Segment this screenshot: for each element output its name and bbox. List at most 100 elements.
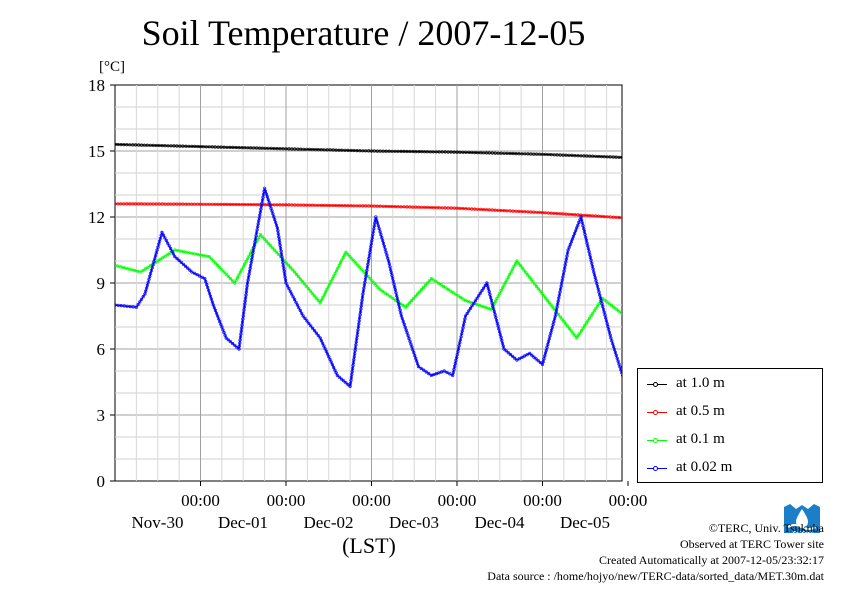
data-point: [216, 202, 220, 206]
data-point: [351, 363, 355, 368]
data-point: [150, 266, 154, 270]
data-point: [293, 203, 297, 207]
data-point: [576, 333, 580, 338]
data-point: [324, 349, 328, 354]
data-point: [270, 246, 275, 250]
data-point: [136, 303, 140, 307]
data-point: [678, 326, 681, 329]
data-point: [244, 296, 248, 300]
data-point: [321, 295, 325, 300]
data-point: [546, 152, 551, 157]
data-point: [414, 205, 418, 209]
data-point: [127, 267, 131, 271]
data-point: [571, 331, 575, 335]
data-point: [446, 288, 451, 292]
data-point: [278, 203, 282, 207]
data-point: [262, 192, 266, 196]
data-point: [461, 326, 465, 330]
data-point: [391, 276, 395, 281]
data-point: [234, 202, 238, 207]
data-point: [549, 303, 553, 307]
legend-item: at 0.02 m: [638, 459, 822, 479]
data-point: [224, 272, 228, 276]
data-point: [190, 251, 194, 255]
data-point: [377, 227, 381, 231]
data-point: [368, 277, 372, 281]
data-point: [556, 299, 560, 303]
data-point: [251, 248, 255, 253]
data-point: [675, 353, 678, 356]
data-point: [589, 258, 593, 263]
data-point: [155, 248, 159, 252]
data-point: [401, 320, 405, 324]
data-point: [305, 203, 309, 207]
data-point: [684, 305, 687, 308]
data-point: [130, 268, 134, 272]
data-point: [545, 345, 549, 349]
data-point: [395, 297, 400, 301]
data-point: [358, 204, 362, 208]
data-point: [401, 303, 405, 308]
data-point: [617, 362, 621, 366]
data-point: [271, 212, 275, 216]
data-point: [149, 271, 153, 276]
data-point: [705, 321, 708, 324]
data-point: [454, 358, 458, 363]
data-point: [211, 259, 215, 263]
data-point: [322, 293, 326, 297]
data-point: [231, 145, 235, 149]
data-point: [264, 239, 269, 243]
data-point: [476, 151, 480, 155]
data-point: [511, 209, 515, 213]
legend-label: at 0.02 m: [676, 459, 733, 475]
data-point: [272, 215, 276, 219]
data-point: [195, 273, 199, 277]
data-point: [372, 227, 376, 231]
data-point: [183, 264, 188, 268]
data-point: [119, 265, 123, 269]
data-point: [577, 220, 581, 225]
data-point: [294, 300, 298, 304]
data-point: [316, 298, 320, 303]
data-point: [557, 293, 562, 297]
data-point: [579, 329, 584, 333]
data-point: [281, 147, 285, 151]
data-point: [259, 204, 264, 208]
data-point: [218, 319, 222, 324]
data-point: [681, 317, 684, 320]
data-point: [238, 338, 242, 342]
data-point: [712, 352, 715, 355]
data-point: [442, 369, 446, 373]
data-point: [496, 294, 500, 298]
data-point: [445, 370, 449, 375]
data-point: [354, 261, 358, 265]
data-point: [451, 291, 455, 295]
data-point: [409, 342, 413, 346]
data-point: [280, 255, 284, 259]
data-point: [161, 256, 165, 260]
data-point: [258, 233, 263, 237]
data-point: [237, 273, 241, 277]
data-point: [154, 251, 158, 255]
data-point: [207, 291, 212, 295]
data-point: [128, 305, 132, 309]
data-point: [244, 290, 248, 294]
data-point: [362, 286, 366, 290]
data-point: [495, 297, 499, 301]
x-tick-time-label: 00:00: [609, 491, 648, 510]
data-point: [624, 217, 627, 220]
data-point: [285, 284, 290, 288]
data-point: [427, 279, 432, 283]
data-point: [204, 254, 208, 258]
data-point: [149, 268, 153, 273]
data-point: [596, 154, 601, 159]
data-point: [328, 357, 332, 362]
data-point: [399, 311, 403, 315]
data-point: [298, 308, 302, 313]
data-point: [244, 259, 248, 264]
data-point: [399, 314, 404, 318]
data-point: [412, 350, 416, 355]
data-point: [624, 315, 627, 318]
data-point: [115, 263, 117, 267]
